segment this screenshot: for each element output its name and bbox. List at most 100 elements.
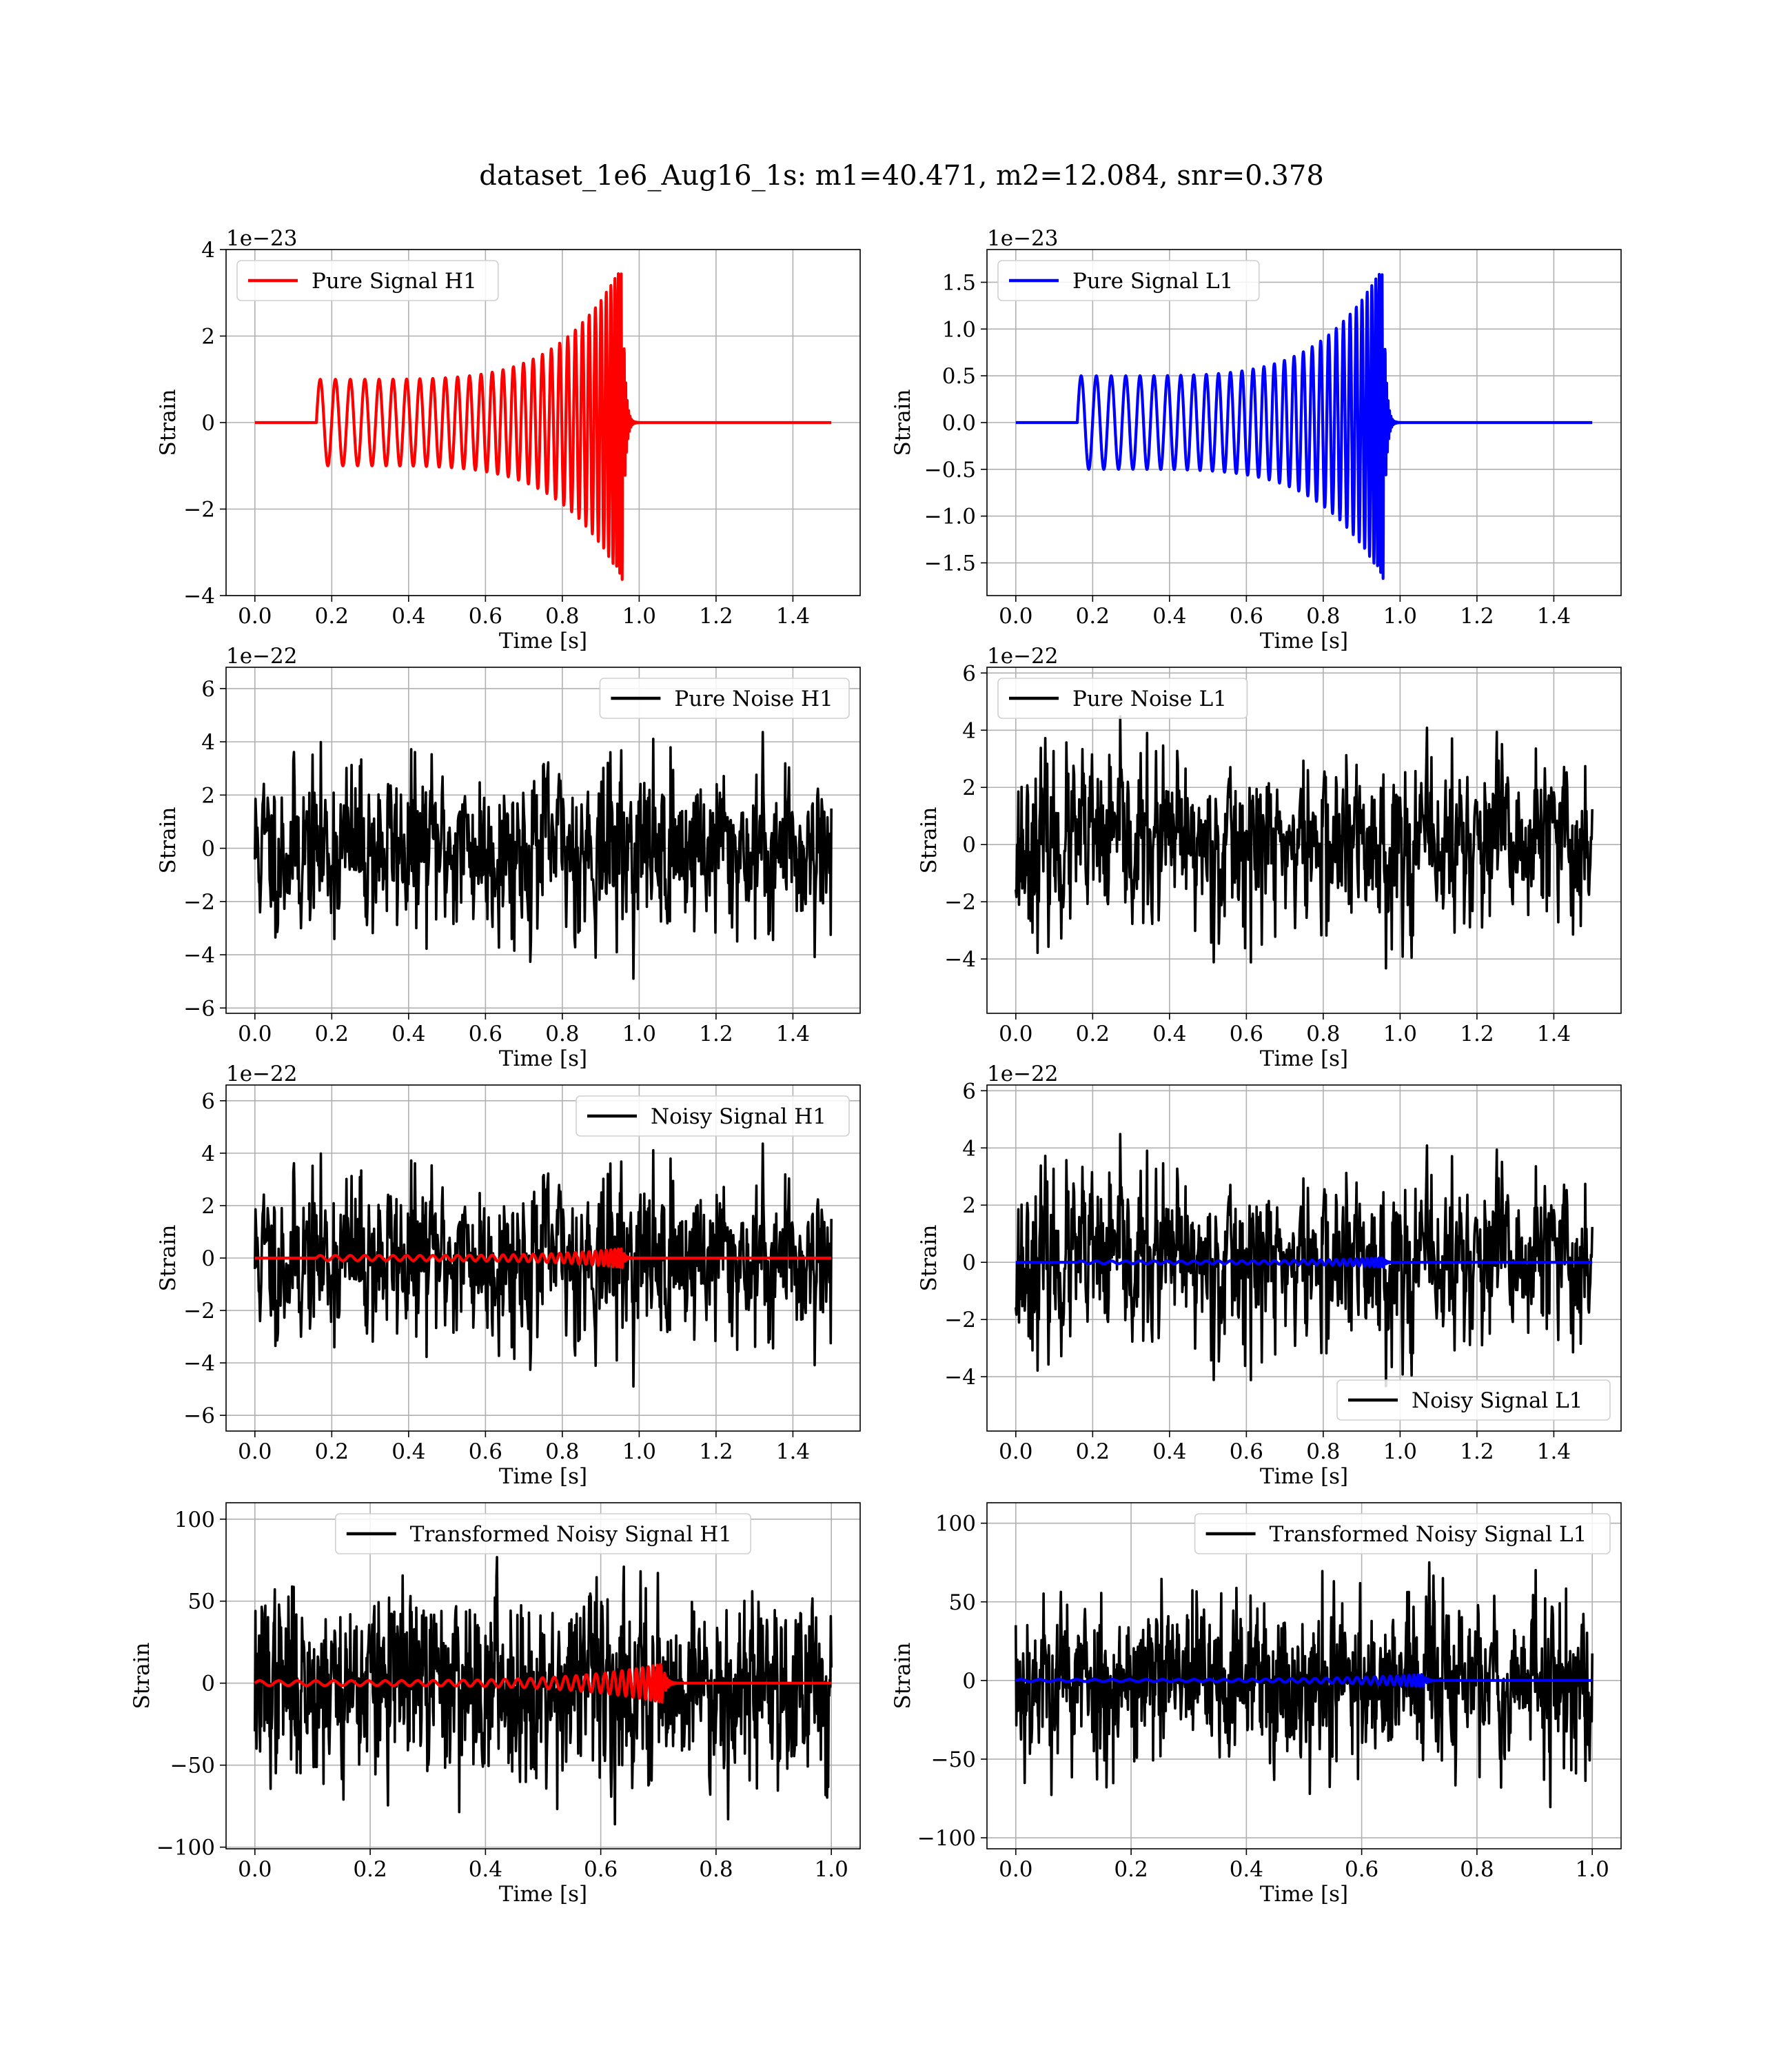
y-tick-label: −1.0 <box>924 505 976 529</box>
x-tick-label: 0.2 <box>315 604 349 629</box>
legend: Pure Noise H1 <box>599 678 850 719</box>
x-tick-label: 0.6 <box>1230 1022 1263 1046</box>
x-tick-label: 1.0 <box>622 604 656 629</box>
x-tick-label: 0.6 <box>469 1439 502 1464</box>
legend-box <box>997 260 1260 301</box>
y-axis-label: Strain <box>130 1643 154 1710</box>
legend-entry: Pure Noise L1 <box>1072 687 1227 711</box>
y-tick-label: −50 <box>170 1754 215 1778</box>
offset-text: 1e−22 <box>226 1062 298 1086</box>
axes-frame <box>986 1502 1622 1849</box>
x-tick-label: 1.0 <box>622 1022 656 1046</box>
pure-signal-h1-plot-area <box>254 272 833 581</box>
offset-text: 1e−22 <box>226 644 298 669</box>
x-axis-label: Time [s] <box>1260 1464 1348 1489</box>
y-tick-label: −2 <box>183 1299 215 1324</box>
legend: Transformed Noisy Signal H1 <box>334 1513 752 1554</box>
y-tick-label: −4 <box>944 947 976 972</box>
y-tick-label: −2 <box>183 498 215 523</box>
x-tick-label: 0.6 <box>1230 604 1263 629</box>
y-tick-label: 4 <box>201 238 215 263</box>
x-tick-label: 0.2 <box>1076 1022 1110 1046</box>
figure-title: dataset_1e6_Aug16_1s: m1=40.471, m2=12.0… <box>479 160 1324 192</box>
pure-signal-l1-subplot: 0.0 0.2 0.4 0.6 0.8 1.0 1.2 1.4 −1.5 −1.0 −0.5 0.0 0… <box>890 226 1622 653</box>
x-tick-label: 0.2 <box>353 1857 387 1882</box>
x-tick-label: 0.0 <box>999 1439 1032 1464</box>
y-tick-label: 100 <box>174 1508 215 1532</box>
x-tick-label: 0.8 <box>1460 1857 1494 1882</box>
y-tick-label: 2 <box>201 1194 215 1219</box>
x-tick-label: 1.4 <box>1537 1439 1571 1464</box>
series-line <box>254 1247 833 1269</box>
legend: Noisy Signal L1 <box>1336 1379 1611 1421</box>
x-axis-label: Time [s] <box>1260 1882 1348 1907</box>
x-tick-label: 1.4 <box>776 1022 810 1046</box>
noisy-signal-h1-plot-area <box>254 1142 833 1388</box>
y-tick-label: 6 <box>962 661 976 686</box>
series-line <box>1015 715 1594 970</box>
x-tick-label: 0.2 <box>1114 1857 1148 1882</box>
x-tick-label: 1.0 <box>815 1857 848 1882</box>
transformed-noisy-signal-h1-subplot: 0.0 0.2 0.4 0.6 0.8 1.0 −100 −50 0 50 100 Time [s] S… <box>130 1502 861 1907</box>
x-tick-label: 1.2 <box>699 1022 733 1046</box>
y-tick-label: 0.0 <box>942 411 976 436</box>
y-tick-label: 6 <box>201 677 215 702</box>
pure-noise-h1-plot-area <box>254 731 833 980</box>
x-tick-label: 0.4 <box>1152 1022 1186 1046</box>
legend-box <box>236 260 499 301</box>
y-tick-label: −1.5 <box>924 551 976 576</box>
pure-noise-l1-plot-area <box>1015 715 1594 970</box>
x-tick-label: 0.8 <box>1306 1439 1340 1464</box>
x-tick-label: 1.4 <box>776 1439 810 1464</box>
y-tick-label: −100 <box>156 1836 215 1861</box>
y-tick-label: −50 <box>931 1747 976 1772</box>
legend-entry: Transformed Noisy Signal L1 <box>1270 1522 1587 1547</box>
legend: Transformed Noisy Signal L1 <box>1194 1513 1611 1554</box>
x-tick-label: 0.8 <box>545 1022 579 1046</box>
y-tick-label: 4 <box>962 1136 976 1161</box>
x-tick-label: 1.0 <box>1383 1022 1417 1046</box>
x-axis-label: Time [s] <box>499 1464 587 1489</box>
y-axis-label: Strain <box>917 1225 941 1292</box>
y-tick-label: 4 <box>962 718 976 743</box>
x-tick-label: 0.6 <box>1345 1857 1378 1882</box>
legend-box <box>1336 1379 1611 1421</box>
y-axis-label: Strain <box>890 389 915 456</box>
y-axis-label: Strain <box>156 807 181 874</box>
x-tick-label: 0.4 <box>1152 1439 1186 1464</box>
x-tick-label: 0.0 <box>238 1857 272 1882</box>
series-line <box>254 1663 833 1704</box>
axes-frame <box>225 667 861 1014</box>
axes-frame <box>986 667 1622 1014</box>
y-tick-label: 2 <box>962 776 976 800</box>
y-tick-label: 1.5 <box>942 270 976 295</box>
y-tick-label: −2 <box>944 1308 976 1332</box>
y-tick-label: 6 <box>962 1079 976 1104</box>
x-tick-label: 0.8 <box>1306 1022 1340 1046</box>
y-axis-label: Strain <box>890 1643 915 1710</box>
y-tick-label: −2 <box>944 890 976 915</box>
y-tick-label: 4 <box>201 1142 215 1166</box>
x-tick-label: 1.2 <box>699 1439 733 1464</box>
y-tick-label: −2 <box>183 890 215 915</box>
y-axis-label: Strain <box>156 389 181 456</box>
offset-text: 1e−23 <box>987 226 1059 251</box>
x-tick-label: 0.8 <box>699 1857 733 1882</box>
x-tick-label: 0.0 <box>999 1857 1032 1882</box>
y-tick-label: −0.5 <box>924 458 976 483</box>
transformed-noisy-signal-l1-subplot: 0.0 0.2 0.4 0.6 0.8 1.0 −100 −50 0 50 100 Time [s] S… <box>890 1502 1622 1907</box>
y-tick-label: 4 <box>201 730 215 755</box>
x-tick-label: 0.0 <box>238 1439 272 1464</box>
y-tick-label: 0 <box>201 1246 215 1271</box>
y-tick-label: 1.0 <box>942 317 976 342</box>
x-tick-label: 1.4 <box>1537 604 1571 629</box>
x-tick-label: 0.2 <box>1076 604 1110 629</box>
y-tick-label: −4 <box>183 943 215 968</box>
y-tick-label: 6 <box>201 1089 215 1114</box>
x-tick-label: 0.0 <box>238 1022 272 1046</box>
x-tick-label: 0.4 <box>1152 604 1186 629</box>
x-tick-label: 0.4 <box>391 604 425 629</box>
x-tick-label: 1.0 <box>1576 1857 1609 1882</box>
noisy-signal-l1-plot-area <box>1015 1133 1594 1388</box>
x-tick-label: 0.4 <box>391 1022 425 1046</box>
